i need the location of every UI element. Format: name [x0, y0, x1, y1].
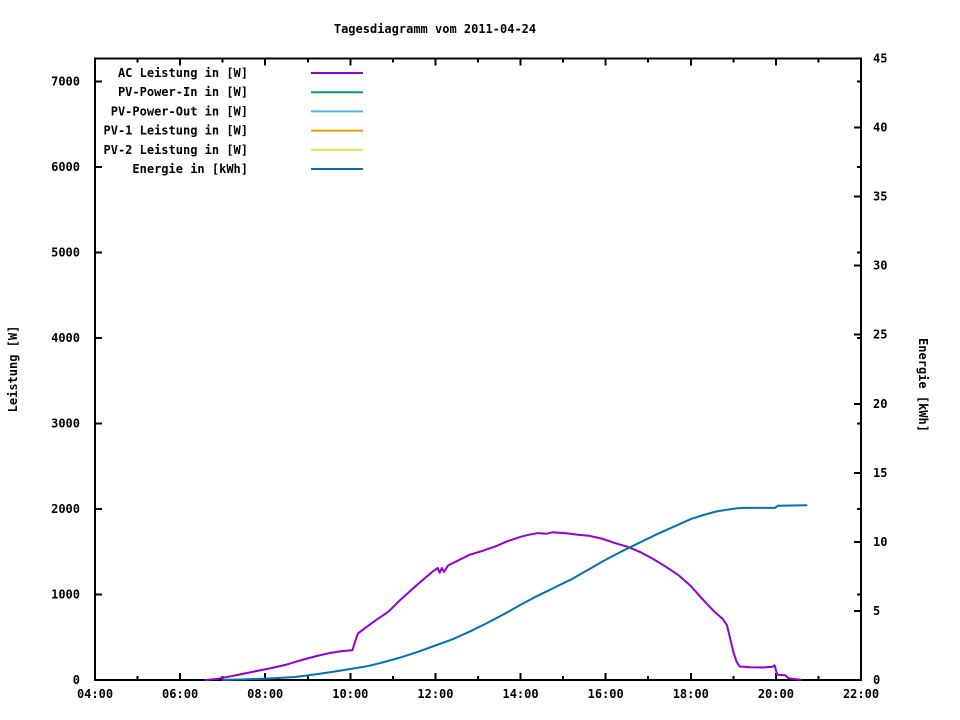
y1-tick-label: 2000: [51, 502, 80, 516]
legend-label-energie-in-kwh: Energie in [kWh]: [132, 162, 248, 176]
y1-tick-label: 6000: [51, 160, 80, 174]
legend-label-pv-1-leistung-in-w: PV-1 Leistung in [W]: [104, 124, 249, 138]
x-tick-label: 16:00: [588, 687, 624, 701]
legend-label-pv-power-out-in-w: PV-Power-Out in [W]: [111, 104, 248, 118]
series-line-energie-in-kwh: [221, 504, 808, 681]
x-tick-label: 22:00: [843, 687, 879, 701]
y2-tick-label: 40: [873, 121, 887, 135]
x-tick-label: 14:00: [502, 687, 538, 701]
chart-title: Tagesdiagramm vom 2011-04-24: [334, 22, 536, 36]
y2-tick-label: 45: [873, 52, 887, 66]
y1-tick-label: 5000: [51, 246, 80, 260]
y2-tick-label: 30: [873, 259, 887, 273]
y1-tick-label: 4000: [51, 331, 80, 345]
y2-tick-label: 5: [873, 604, 880, 618]
x-tick-label: 10:00: [332, 687, 368, 701]
y1-tick-label: 1000: [51, 588, 80, 602]
x-tick-label: 04:00: [77, 687, 113, 701]
y1-tick-label: 3000: [51, 417, 80, 431]
y2-tick-label: 25: [873, 328, 887, 342]
x-tick-label: 20:00: [758, 687, 794, 701]
legend-label-pv-power-in-in-w: PV-Power-In in [W]: [118, 85, 248, 99]
y2-tick-label: 10: [873, 535, 887, 549]
y2-tick-label: 20: [873, 397, 887, 411]
legend-label-ac-leistung-in-w: AC Leistung in [W]: [118, 66, 248, 80]
y1-tick-label: 7000: [51, 75, 80, 89]
x-tick-label: 12:00: [417, 687, 453, 701]
y1-axis-label: Leistung [W]: [6, 326, 20, 413]
y1-tick-label: 0: [73, 673, 80, 687]
series-line-ac-leistung-in-w: [204, 531, 802, 681]
y2-tick-label: 0: [873, 673, 880, 687]
y2-tick-label: 35: [873, 190, 887, 204]
y2-tick-label: 15: [873, 466, 887, 480]
y2-axis-label: Energie [kWh]: [916, 338, 930, 432]
x-tick-label: 06:00: [162, 687, 198, 701]
x-tick-label: 18:00: [673, 687, 709, 701]
x-tick-label: 08:00: [247, 687, 283, 701]
legend-label-pv-2-leistung-in-w: PV-2 Leistung in [W]: [104, 143, 249, 157]
